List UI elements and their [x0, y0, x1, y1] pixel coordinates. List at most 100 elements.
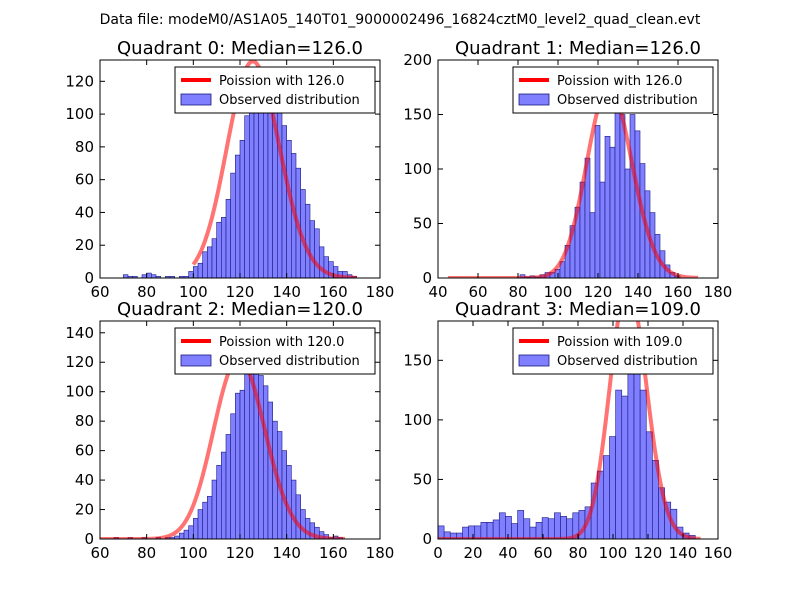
y-tick-label: 0 [422, 530, 432, 548]
legend-bar-swatch [180, 93, 212, 106]
histogram-bar [183, 529, 189, 539]
histogram-bar [230, 172, 236, 278]
histogram-bar [188, 525, 194, 539]
panel-title: Quadrant 2: Median=120.0 [117, 299, 363, 320]
histogram-bar [486, 522, 494, 539]
x-tick-label: 120 [584, 283, 613, 301]
y-tick-label: 60 [75, 442, 94, 460]
x-tick-label: 140 [624, 283, 653, 301]
legend-observed-label: Observed distribution [557, 354, 698, 369]
x-tick-label: 140 [669, 544, 698, 562]
y-tick-label: 100 [403, 411, 432, 429]
y-tick-label: 20 [75, 236, 94, 254]
x-tick-label: 160 [319, 544, 348, 562]
histogram-bar [193, 518, 199, 539]
histogram-bar [244, 115, 250, 278]
histogram-bar [281, 125, 287, 278]
x-tick-label: 80 [508, 283, 527, 301]
legend-poisson-label: Poission with 126.0 [219, 74, 344, 89]
histogram-bar [639, 389, 647, 539]
histogram-bar [554, 512, 561, 539]
x-tick-label: 160 [319, 283, 348, 301]
y-tick-label: 120 [65, 72, 94, 90]
histogram-bar [230, 413, 236, 539]
quadrant-1-panel: 40 60 80 100 120 140 160 180 0 50 100 150 200 Quadran… [403, 38, 732, 301]
histogram-bar [615, 389, 623, 539]
x-tick-label: 160 [704, 544, 733, 562]
histogram-bar [603, 455, 610, 539]
histogram-bar [216, 221, 222, 278]
histogram-bar [498, 512, 506, 539]
histogram-bar [480, 522, 488, 539]
histogram-bar [221, 217, 227, 278]
histogram-bar [179, 532, 185, 539]
y-tick-label: 150 [403, 351, 432, 369]
x-tick-label: 60 [468, 283, 487, 301]
histogram-bar [633, 362, 641, 539]
x-tick-label: 80 [137, 283, 156, 301]
histogram-bar [627, 360, 635, 539]
histogram-bar [300, 509, 306, 539]
histogram-bar [202, 501, 208, 539]
histogram-bar [319, 246, 325, 278]
legend-poisson-label: Poission with 120.0 [219, 335, 344, 350]
histogram-bar [216, 465, 222, 539]
histogram-bar [645, 431, 653, 539]
x-tick-label: 60 [90, 283, 109, 301]
y-tick-label: 200 [403, 51, 432, 69]
x-tick-label: 20 [463, 544, 482, 562]
panel-title: Quadrant 0: Median=126.0 [117, 38, 363, 59]
x-tick-label: 100 [179, 283, 208, 301]
y-tick-label: 150 [403, 106, 432, 124]
histogram-bar [221, 451, 227, 539]
histogram-bar [305, 518, 311, 539]
poisson-curve [448, 84, 699, 278]
y-tick-label: 50 [413, 215, 432, 233]
histogram-bar [225, 199, 231, 278]
histogram-bar [235, 392, 241, 539]
histogram-bar [291, 479, 297, 539]
histogram-bar [305, 203, 311, 278]
panel-title: Quadrant 3: Median=109.0 [455, 299, 701, 320]
legend-observed-label: Observed distribution [219, 93, 360, 108]
histogram-bar [517, 510, 525, 539]
x-tick-label: 60 [533, 544, 552, 562]
y-tick-label: 60 [75, 171, 94, 189]
histogram-bar [207, 246, 213, 278]
histogram-bar [624, 168, 631, 278]
x-tick-label: 60 [90, 544, 109, 562]
poisson-curve [438, 321, 701, 539]
quadrant-3-panel: 0 20 40 60 80 100 120 140 160 0 50 100 150 Quadrant 3… [403, 299, 733, 562]
histogram-bar [594, 125, 601, 278]
x-tick-label: 120 [634, 544, 663, 562]
poisson-curve [191, 60, 357, 278]
figure-title: Data file: modeM0/AS1A05_140T01_90000024… [100, 12, 701, 28]
y-tick-label: 80 [75, 412, 94, 430]
legend-bar-swatch [518, 354, 550, 367]
y-tick-label: 120 [65, 353, 94, 371]
x-tick-label: 40 [428, 283, 447, 301]
y-tick-label: 40 [75, 471, 94, 489]
histogram-bar [267, 401, 273, 539]
histogram-bar [314, 228, 320, 278]
x-tick-label: 100 [179, 544, 208, 562]
histogram-bar [211, 238, 217, 278]
y-tick-label: 0 [422, 269, 432, 287]
histogram-bar [609, 146, 616, 278]
quadrant-2-panel: 60 80 100 120 140 160 180 0 20 40 60 80 100 120 140 Qua… [65, 299, 394, 562]
histogram-bar [239, 140, 245, 278]
x-tick-label: 100 [544, 283, 573, 301]
y-tick-label: 0 [84, 269, 94, 287]
histogram-bar [604, 136, 611, 278]
x-tick-label: 100 [599, 544, 628, 562]
histogram-bar [535, 522, 543, 539]
histogram-bar [309, 220, 315, 278]
histogram-bar [286, 140, 292, 278]
x-tick-label: 160 [664, 283, 693, 301]
quadrant-0-panel: 60 80 100 120 140 160 180 0 20 40 60 80 100 120 Quadra… [65, 38, 394, 301]
legend-poisson-label: Poission with 109.0 [557, 335, 682, 350]
x-tick-label: 40 [498, 544, 517, 562]
histogram-bar [253, 110, 259, 278]
x-tick-label: 180 [366, 283, 395, 301]
